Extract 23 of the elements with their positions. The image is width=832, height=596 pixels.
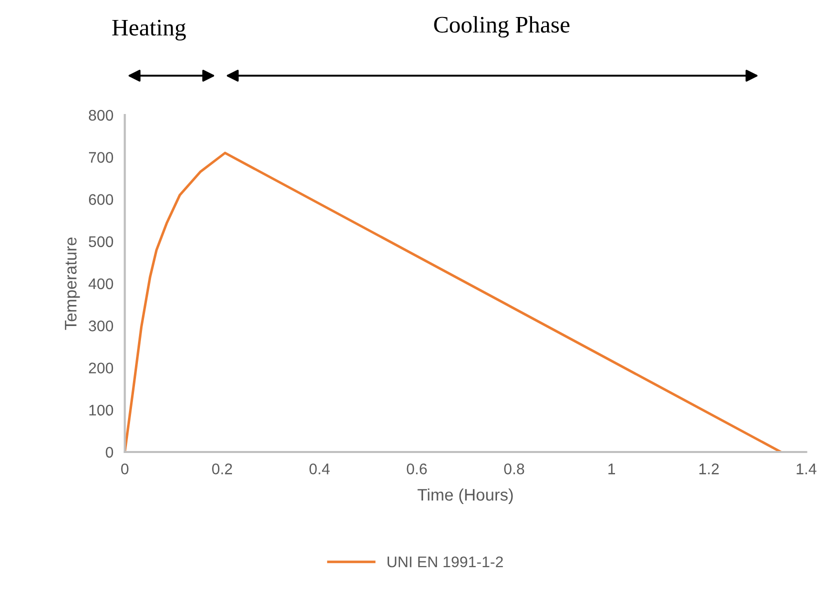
x-tick-label: 1 [608, 464, 616, 474]
y-tick-label: 800 [88, 110, 114, 121]
x-tick-label: 0.8 [504, 464, 524, 474]
x-tick-label: 0 [121, 464, 128, 474]
y-axis-title: Temperature [64, 237, 80, 330]
y-tick-label: 700 [88, 152, 114, 163]
text: Heating [112, 20, 186, 41]
y-tick-label: 400 [88, 278, 114, 290]
x-tick-label: 1.4 [796, 464, 816, 474]
y-tick-label: 300 [88, 320, 114, 332]
legend-label: UNI EN 1991-1-2 [388, 556, 503, 568]
x-tick-label: 0.6 [406, 464, 427, 474]
y-tick-label: 200 [88, 362, 114, 374]
x-tick-label: 0.4 [309, 464, 330, 474]
text: Cooling Phase [434, 16, 570, 38]
line-series [124, 152, 782, 452]
y-tick-label: 600 [88, 194, 114, 205]
x-tick-label: 1.2 [699, 464, 719, 474]
x-axis-title: Time (Hours) [418, 488, 513, 504]
y-tick-label: 0 [106, 446, 114, 458]
x-tick-label: 0.2 [212, 464, 232, 474]
y-tick-label: 100 [89, 404, 114, 416]
y-tick-label: 500 [88, 236, 114, 248]
